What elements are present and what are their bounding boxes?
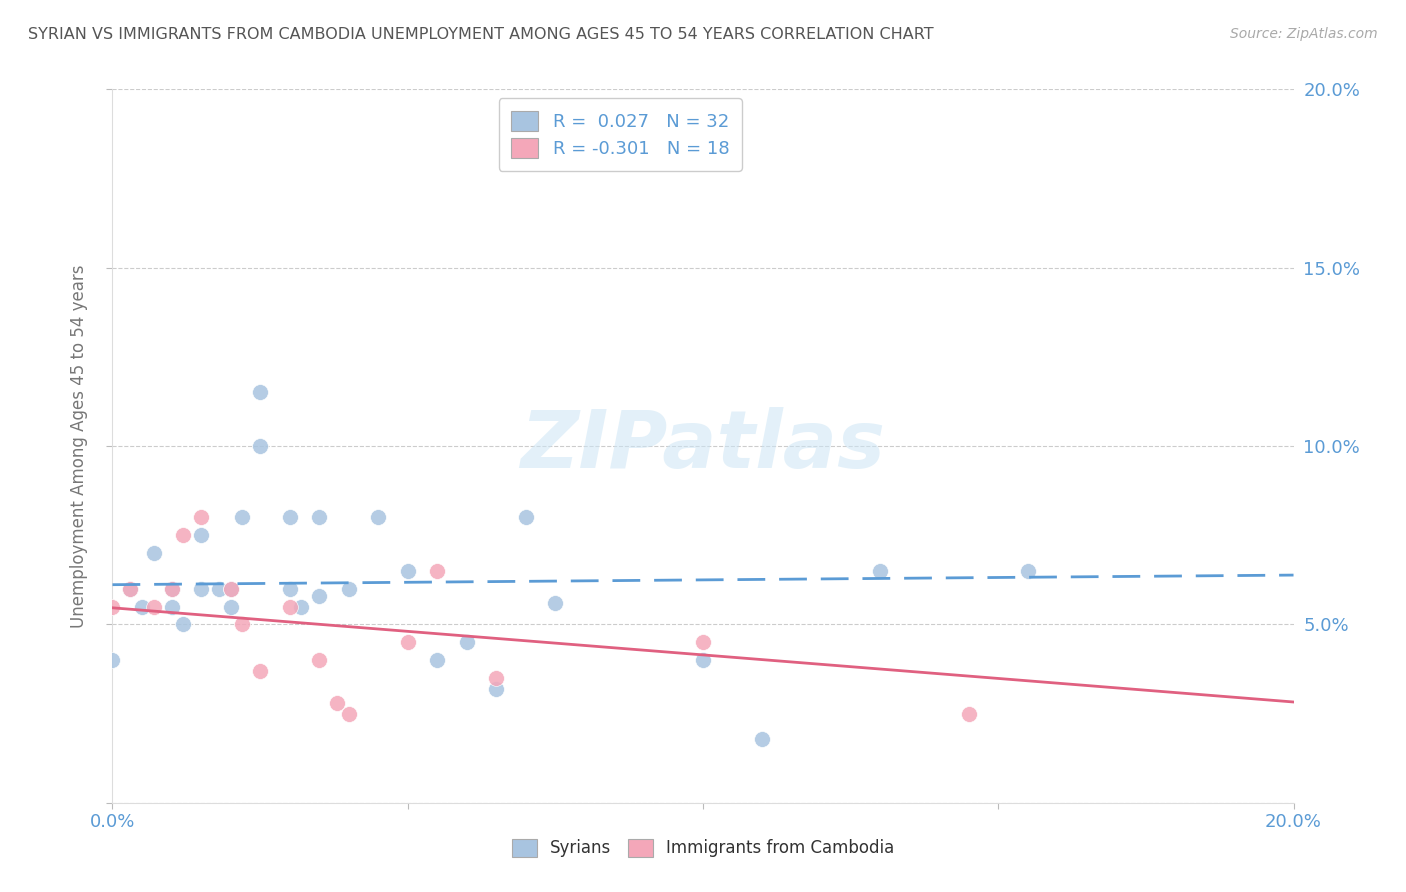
Point (120, 582, 142, 596)
Point (692, 635, 714, 649)
Point (160, 582, 183, 596)
Y-axis label: Unemployment Among Ages 45 to 54 years: Unemployment Among Ages 45 to 54 years (70, 264, 89, 628)
Point (869, 564, 891, 578)
Point (426, 564, 449, 578)
Point (1017, 564, 1039, 578)
Point (308, 589, 330, 603)
Point (485, 681, 508, 696)
Point (219, 599, 242, 614)
Point (396, 564, 419, 578)
Point (172, 528, 194, 542)
Point (308, 510, 330, 524)
Point (544, 596, 567, 610)
Point (308, 653, 330, 667)
Point (231, 510, 253, 524)
Text: ZIPatlas: ZIPatlas (520, 407, 886, 485)
Point (190, 582, 212, 596)
Point (278, 510, 301, 524)
Point (751, 731, 773, 746)
Point (101, 653, 124, 667)
Point (131, 599, 153, 614)
Point (426, 653, 449, 667)
Point (142, 546, 165, 560)
Point (326, 696, 349, 710)
Point (231, 617, 253, 632)
Point (278, 582, 301, 596)
Point (190, 510, 212, 524)
Point (290, 599, 312, 614)
Point (249, 664, 271, 678)
Point (219, 582, 242, 596)
Point (249, 385, 271, 400)
Point (692, 653, 714, 667)
Point (957, 706, 980, 721)
Point (190, 528, 212, 542)
Point (219, 582, 242, 596)
Text: SYRIAN VS IMMIGRANTS FROM CAMBODIA UNEMPLOYMENT AMONG AGES 45 TO 54 YEARS CORREL: SYRIAN VS IMMIGRANTS FROM CAMBODIA UNEMP… (28, 27, 934, 42)
Point (485, 671, 508, 685)
Point (456, 635, 478, 649)
Point (142, 599, 165, 614)
Text: Source: ZipAtlas.com: Source: ZipAtlas.com (1230, 27, 1378, 41)
Point (337, 706, 360, 721)
Point (337, 582, 360, 596)
Point (396, 635, 419, 649)
Point (249, 439, 271, 453)
Point (367, 510, 389, 524)
Point (172, 617, 194, 632)
Point (101, 599, 124, 614)
Point (208, 582, 231, 596)
Point (160, 582, 183, 596)
Point (278, 599, 301, 614)
Point (160, 599, 183, 614)
Point (515, 510, 537, 524)
Point (120, 582, 142, 596)
Legend: Syrians, Immigrants from Cambodia: Syrians, Immigrants from Cambodia (503, 830, 903, 866)
